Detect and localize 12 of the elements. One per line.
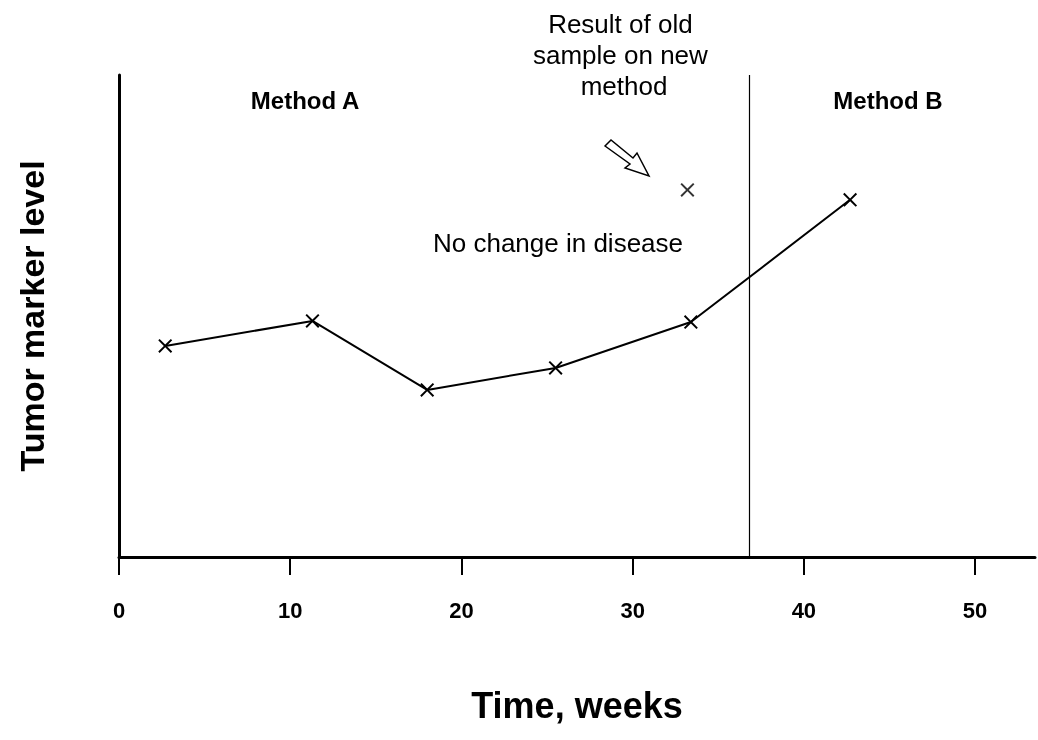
- text: Method B: [833, 86, 943, 114]
- x-tick-label: 20: [449, 597, 474, 623]
- x-tick-label: 50: [962, 597, 988, 623]
- x-tick-label: 40: [791, 597, 817, 623]
- x-tick-label: 0: [112, 597, 126, 623]
- x-axis-title: Time, weeks: [471, 684, 683, 726]
- y-axis-title: Tumor marker level: [13, 160, 51, 472]
- text: Method A: [250, 86, 360, 114]
- x-tick-label: 30: [620, 597, 645, 623]
- text: Result of old sample on new method: [532, 8, 716, 101]
- annotation: No change in disease: [432, 228, 684, 258]
- x-tick-label: 10: [277, 597, 303, 623]
